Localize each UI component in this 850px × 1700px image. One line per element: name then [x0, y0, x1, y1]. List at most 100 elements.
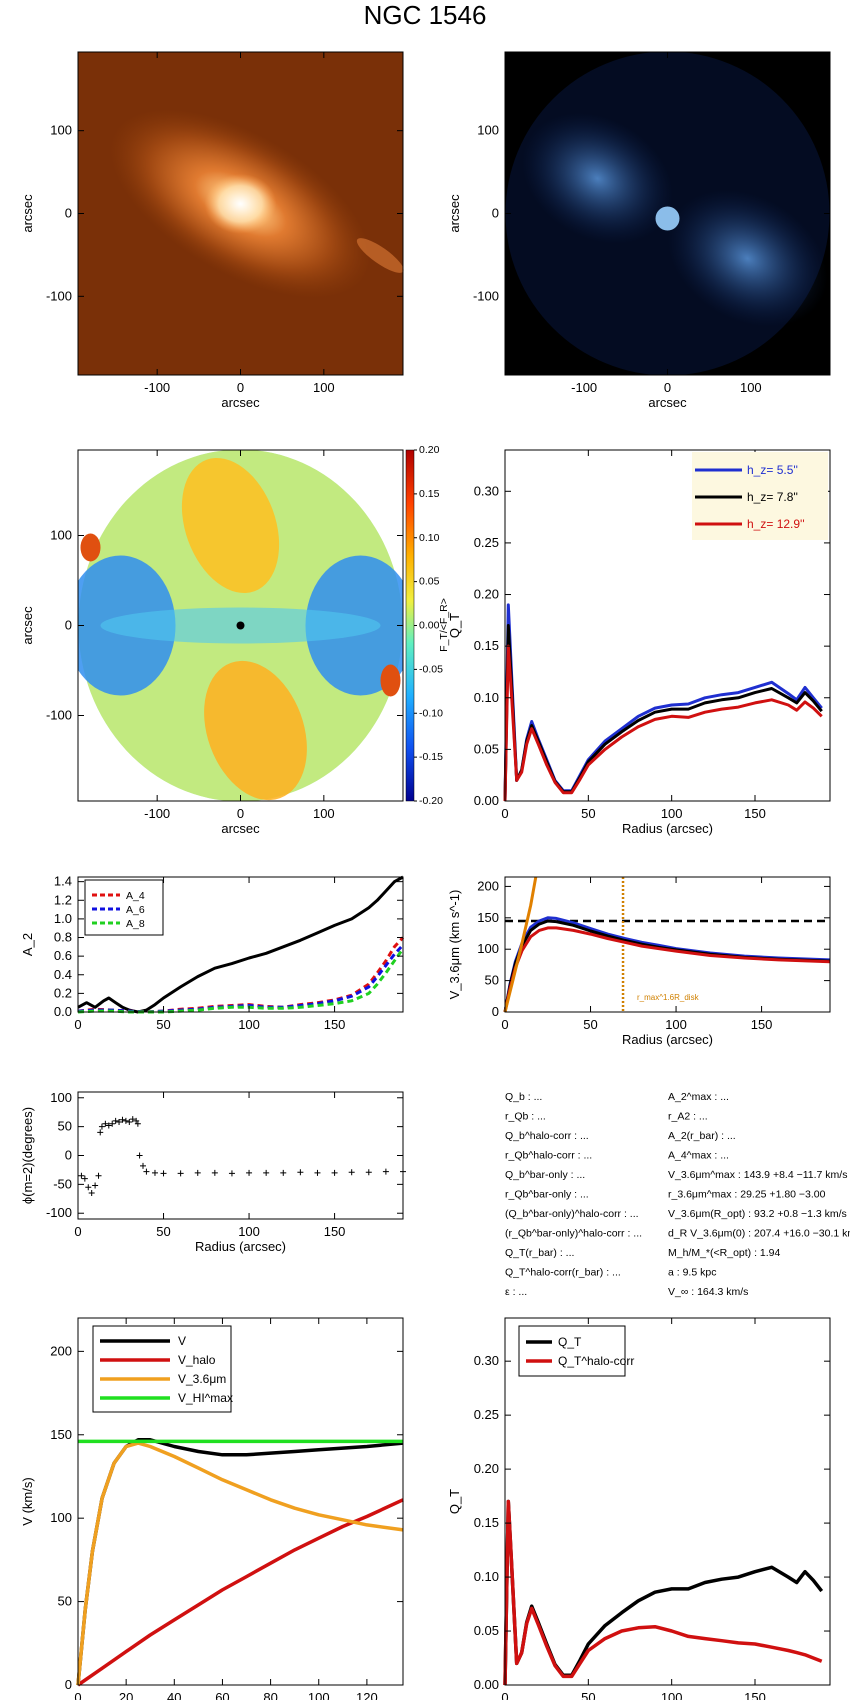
p7-point	[140, 1162, 146, 1169]
p6-xtick-label: 50	[583, 1017, 597, 1032]
param-left-row: ε : ...	[505, 1286, 527, 1298]
p6-xtick-label: 100	[665, 1017, 687, 1032]
p4-ytick-label: 0.00	[474, 793, 499, 808]
p9-legend-label: V_HI^max	[178, 1391, 233, 1405]
p2-xtick-label: 0	[664, 380, 671, 395]
p7-point	[160, 1170, 167, 1177]
p10-ytick-label: 0.10	[474, 1569, 499, 1584]
p7-point	[98, 1123, 105, 1130]
colorbar-tick-label: 0.20	[419, 444, 440, 456]
p7-point	[81, 1175, 88, 1182]
galaxy-core	[204, 173, 277, 234]
p7-point	[331, 1169, 338, 1176]
param-right-row: A_2(r_bar) : ...	[668, 1130, 736, 1142]
param-left-row: (r_Qb^bar-only)^halo-corr : ...	[505, 1228, 642, 1240]
p9-ytick-label: 150	[50, 1427, 72, 1442]
p6-series-3	[503, 876, 538, 1013]
p7-point	[246, 1169, 253, 1176]
p9-series-1	[77, 1498, 404, 1687]
p7-ylabel: ϕ(m=2)(degrees)	[20, 1107, 35, 1204]
p5-legend-label: A_8	[126, 918, 145, 930]
p7-point	[102, 1120, 109, 1127]
p10-ytick-label: 0.05	[474, 1623, 499, 1638]
p9-xtick-label: 20	[119, 1690, 133, 1700]
colorbar-tick-label: 0.05	[419, 576, 440, 588]
p9-series-2	[76, 1441, 404, 1686]
p1-xlabel: arcsec	[221, 395, 260, 410]
map-red-spot-right	[380, 664, 401, 697]
p7-xtick-label: 100	[238, 1224, 260, 1239]
p5-axes: 0 50 100 150 0.0 0.2 0.4 0.6 0.8 1.0 1.2 1.4 A_2	[20, 874, 404, 1032]
p6-ytick-label: 150	[477, 910, 499, 925]
p5-ytick-label: 0.0	[54, 1004, 72, 1019]
residual-lobe-right	[667, 190, 828, 327]
colorbar-tick-label: 0.10	[419, 532, 440, 544]
p9-ytick-label: 100	[50, 1510, 72, 1525]
p1-ylabel: arcsec	[20, 194, 35, 233]
param-right-row: V_3.6μm^max : 143.9 +8.4 −11.7 km/s	[668, 1169, 847, 1181]
p4-legend-label: h_z= 5.5''	[747, 463, 798, 477]
p6-xlabel: Radius (arcsec)	[622, 1032, 713, 1047]
p3-xtick-label: -100	[144, 806, 170, 821]
p7-frame	[77, 1091, 404, 1220]
map-orange-bottom	[204, 660, 307, 801]
p10-legend: Q_T Q_T^halo-corr	[518, 1325, 634, 1377]
p5-ytick-label: 1.0	[54, 911, 72, 926]
p10-legend-label: Q_T	[558, 1335, 582, 1349]
p5-ytick-label: 0.6	[54, 948, 72, 963]
figure-title: NGC 1546	[363, 0, 487, 30]
p5-series-2	[77, 943, 405, 1014]
p7-xtick-label: 0	[74, 1224, 81, 1239]
param-left-row: r_Qb^halo-corr : ...	[505, 1150, 592, 1162]
p5-ylabel: A_2	[20, 933, 35, 956]
p7-point	[122, 1117, 129, 1124]
p2-ytick-label: 100	[477, 123, 499, 138]
p2-ylabel: arcsec	[447, 194, 462, 233]
p1-xtick-label: -100	[144, 380, 170, 395]
param-right-row: d_R V_3.6μm(0) : 207.4 +16.0 −30.1 km/s/…	[668, 1228, 850, 1240]
p6-ylabel: V_3.6μm (km s^-1)	[447, 890, 462, 1000]
p7-point	[263, 1169, 270, 1176]
colorbar-tick-label: 0.00	[419, 620, 440, 632]
param-right-row: r_A2 : ...	[668, 1111, 708, 1123]
p9-ylabel: V (km/s)	[20, 1477, 35, 1525]
p6-xtick-label: 0	[501, 1017, 508, 1032]
p10-legend-label: Q_T^halo-corr	[558, 1354, 634, 1368]
p7-ytick-label: 100	[50, 1090, 72, 1105]
parameter-table: Q_b : ... r_Qb : ... Q_b^halo-corr : ... r_…	[505, 1091, 850, 1298]
p5-xtick-label: 0	[74, 1017, 81, 1032]
p3-xtick-label: 100	[313, 806, 335, 821]
p4-xtick-label: 150	[744, 806, 766, 821]
p2-ytick-label: -100	[473, 288, 499, 303]
p9-frame	[77, 1317, 404, 1686]
p7-point	[97, 1129, 104, 1136]
residual-lobe-left	[522, 112, 673, 245]
p7-point	[119, 1116, 126, 1123]
p7-point	[211, 1169, 218, 1176]
p5-ytick-label: 0.2	[54, 985, 72, 1000]
p9-ytick-label: 200	[50, 1343, 72, 1358]
p7-point	[85, 1184, 92, 1191]
p5-xtick-label: 50	[156, 1017, 170, 1032]
p7-point	[297, 1169, 304, 1176]
map-red-spot-left	[80, 533, 101, 562]
p7-point	[151, 1169, 158, 1176]
param-right-row: V_∞ : 164.3 km/s	[668, 1286, 748, 1298]
p7-ytick-label: -50	[53, 1176, 72, 1191]
p7-point	[78, 1172, 85, 1179]
p7-point	[194, 1169, 201, 1176]
p1-xtick-label: 100	[313, 380, 335, 395]
p3-axes: -100 0 100 -100 0 100 arcsec arcsec	[20, 449, 404, 836]
p4-legend: h_z= 5.5'' h_z= 7.8'' h_z= 12.9''	[692, 452, 828, 540]
p9-ytick-label: 0	[65, 1677, 72, 1692]
p4-legend-label: h_z= 12.9''	[747, 517, 805, 531]
p1-axes: -100 0 100 -100 0 100 arcsec arcsec	[20, 51, 404, 410]
p10-frame	[504, 1317, 831, 1686]
p4-ytick-label: 0.10	[474, 690, 499, 705]
p10-ytick-label: 0.25	[474, 1407, 499, 1422]
p4-axes: 0 50 100 150 0.00 0.05 0.10 0.15 0.20 0.25 0.30 Rad…	[447, 449, 831, 836]
p4-ytick-label: 0.30	[474, 483, 499, 498]
colorbar-tick-label: 0.15	[419, 488, 440, 500]
param-right-row: A_4^max : ...	[668, 1150, 729, 1162]
